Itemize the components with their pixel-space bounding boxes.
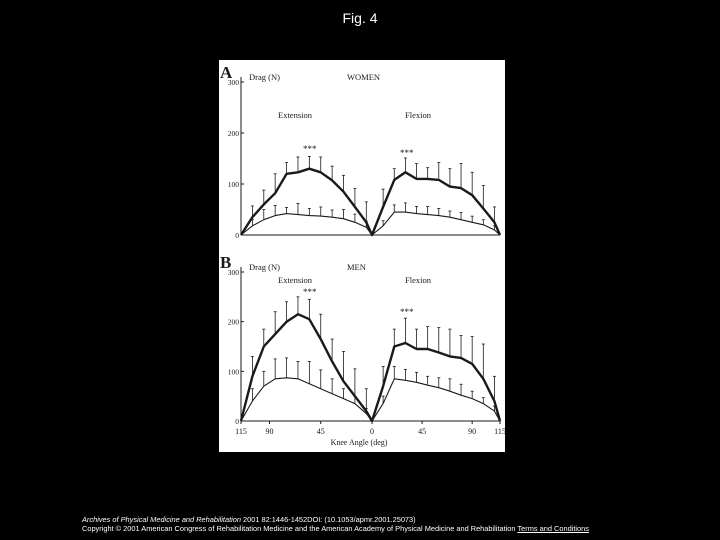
figure-title: Fig. 4 [342,10,378,26]
x-tick-label: 0 [370,427,374,436]
phase-label-extension: Extension [278,110,313,120]
series-line-dryland [239,312,502,423]
panel-label: B [220,253,231,272]
x-tick-label: 115 [235,427,247,436]
terms-link[interactable]: Terms and Conditions [517,524,589,533]
copyright-text: Copyright © 2001 American Congress of Re… [82,524,516,533]
y-tick-label: 300 [228,78,240,87]
significance-marker: *** [303,144,317,154]
significance-marker: *** [303,287,317,297]
y-tick-label: 200 [228,318,240,327]
citation-details: 2001 82:1446-1452DOI: (10.1053/apmr.2001… [240,515,416,524]
citation-footer: Archives of Physical Medicine and Rehabi… [82,515,642,533]
y-tick-label: 0 [235,417,239,426]
x-tick-label: 90 [468,427,476,436]
panel-label: A [220,63,233,82]
phase-label-extension: Extension [278,275,313,285]
x-tick-label: 45 [418,427,426,436]
y-tick-label: 100 [228,180,240,189]
y-axis-label: Drag (N) [249,262,280,272]
panel-title: MEN [347,262,366,272]
x-tick-label: 115 [494,427,505,436]
y-tick-label: 200 [228,129,240,138]
y-tick-label: 0 [235,231,239,240]
figure-panel: 0 100 200 300 A Drag (N) WOMEN Extension Flexion… [219,60,505,452]
x-tick-label: 90 [265,427,273,436]
panel-title: WOMEN [347,72,380,82]
significance-marker: *** [400,307,414,317]
y-tick-label: 100 [228,367,240,376]
x-axis-label: Knee Angle (deg) [331,438,388,447]
y-axis-label: Drag (N) [249,72,280,82]
y-tick-label: 300 [228,268,240,277]
phase-label-flexion: Flexion [405,110,432,120]
journal-name: Archives of Physical Medicine and Rehabi… [82,515,241,524]
x-tick-label: 45 [317,427,325,436]
significance-marker: *** [400,148,414,158]
phase-label-flexion: Flexion [405,275,432,285]
